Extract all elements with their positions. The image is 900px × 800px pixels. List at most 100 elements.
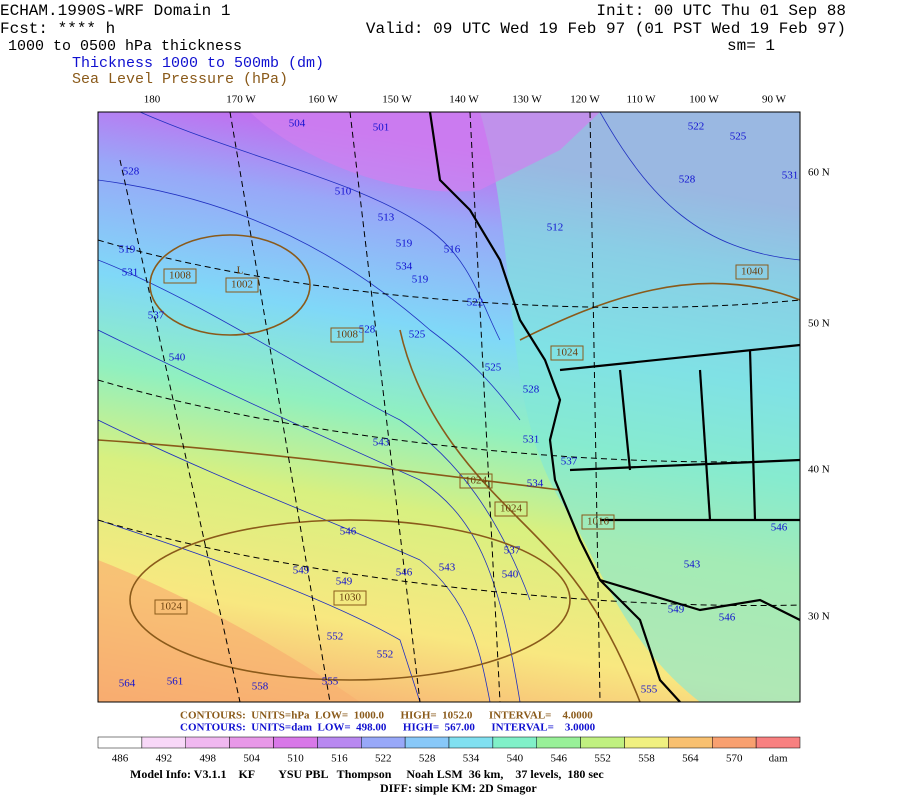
thickness-label: 561 [167, 676, 184, 688]
forecast: Fcst: **** h [0, 20, 115, 38]
pressure-label: 1024 [465, 475, 488, 487]
colorbar-label: 570 [726, 753, 743, 765]
colorbar-label: dam [769, 753, 788, 765]
thickness-label: 552 [377, 649, 394, 661]
model-info: Model Info: V3.1.1 KF YSU PBL Thompson N… [130, 767, 604, 781]
colorbar-label: 492 [156, 753, 173, 765]
longitude-label: 150 W [382, 94, 412, 106]
thickness-label: 549 [668, 604, 685, 616]
thickness-label: 537 [148, 310, 165, 322]
longitude-label: 180 [144, 94, 161, 106]
thickness-label: 504 [289, 118, 306, 130]
pressure-label-box [494, 501, 528, 517]
thickness-label: 501 [373, 122, 390, 134]
thickness-label: 512 [547, 222, 564, 234]
thickness-label: 546 [719, 612, 736, 624]
pressure-label-box [333, 590, 367, 606]
thickness-label: 528 [679, 174, 696, 186]
pressure-label-box [459, 473, 493, 489]
legend-pressure: Sea Level Pressure (hPa) [72, 71, 288, 88]
longitude-label: 110 W [626, 94, 656, 106]
colorbar-box [185, 736, 230, 749]
thickness-label: 546 [340, 526, 357, 538]
thickness-label: 534 [527, 478, 544, 490]
pressure-label-box [330, 327, 364, 343]
thickness-label: 531 [523, 434, 540, 446]
map-field [98, 112, 800, 702]
thickness-label: 510 [335, 186, 352, 198]
colorbar-label: 564 [682, 753, 699, 765]
pressure-label: 1024 [500, 503, 523, 515]
colorbar-box [580, 736, 625, 749]
longitude-label: 100 W [689, 94, 719, 106]
longitude-label: 120 W [570, 94, 600, 106]
colorbar-label: 528 [419, 753, 436, 765]
thickness-label: 543 [684, 559, 701, 571]
thickness-label: 549 [336, 576, 353, 588]
thickness-label: 525 [485, 362, 502, 374]
colorbar-box [97, 736, 143, 749]
pressure-contours: CONTOURS: UNITS=hPa LOW= 1000.0 HIGH= 10… [180, 710, 593, 722]
thickness-label: 549 [293, 565, 310, 577]
thickness-label: 528 [123, 166, 140, 178]
map-frame [97, 111, 801, 703]
colorbar-box [317, 736, 362, 749]
colorbar-label: 558 [638, 753, 655, 765]
colorbar-box [668, 736, 713, 749]
colorbar-label: 546 [550, 753, 567, 765]
thickness-label: 555 [641, 684, 658, 696]
colorbar-box [624, 736, 669, 749]
legend-thickness: Thickness 1000 to 500mb (dm) [72, 55, 324, 72]
thickness-label: 564 [119, 678, 136, 690]
pressure-label-box [550, 345, 584, 361]
pressure-label: 1024 [556, 347, 579, 359]
thickness-label: 531 [782, 170, 799, 182]
valid: Valid: 09 UTC Wed 19 Feb 97 (01 PST Wed … [366, 20, 846, 38]
thickness-label: 543 [373, 437, 390, 449]
thickness-label: 537 [561, 456, 578, 468]
pressure-label: L [237, 265, 244, 277]
colorbar-box [536, 736, 581, 749]
colorbar-box [273, 736, 318, 749]
colorbar-label: 540 [507, 753, 524, 765]
thickness-label: 525 [409, 329, 426, 341]
colorbar-label: 534 [463, 753, 480, 765]
colorbar-label: 486 [112, 753, 129, 765]
pressure-label-box [735, 264, 769, 280]
colorbar-box [229, 736, 274, 749]
thickness-label: 525 [730, 131, 747, 143]
pressure-label: 1030 [339, 592, 362, 604]
pressure-label: 1040 [741, 266, 764, 278]
pressure-label: 1008 [169, 270, 192, 282]
thickness-label: 528 [359, 324, 376, 336]
pressure-label: 1008 [336, 329, 359, 341]
longitude-label: 130 W [512, 94, 542, 106]
thickness-label: 537 [504, 545, 521, 557]
colorbar-box [404, 736, 450, 749]
thickness-label: 522 [467, 297, 484, 309]
thickness-label: 555 [322, 676, 339, 688]
pressure-label-box [581, 514, 615, 530]
pressure-label-box [163, 268, 197, 284]
smoothing: sm= 1 [727, 37, 775, 55]
thickness-label: 546 [396, 567, 413, 579]
thickness-label: 534 [396, 261, 413, 273]
thickness-label: 519 [412, 274, 429, 286]
latitude-label: 40 N [808, 464, 830, 476]
pressure-label: 1016 [587, 516, 610, 528]
latitude-label: 60 N [808, 167, 830, 179]
colorbar-box [141, 736, 186, 749]
latitude-label: 30 N [808, 611, 830, 623]
colorbar-box [492, 736, 537, 749]
thickness-label: 540 [169, 352, 186, 364]
field: 1000 to 0500 hPa thickness [8, 38, 242, 55]
colorbar-box [712, 736, 757, 749]
longitude-label: 160 W [308, 94, 338, 106]
colorbar-label: 552 [594, 753, 611, 765]
thickness-contours: CONTOURS: UNITS=dam LOW= 498.00 HIGH= 56… [180, 722, 596, 734]
colorbar-label: 510 [287, 753, 304, 765]
colorbar-label: 522 [375, 753, 392, 765]
thickness-label: 543 [439, 562, 456, 574]
pressure-label-box [225, 277, 259, 293]
